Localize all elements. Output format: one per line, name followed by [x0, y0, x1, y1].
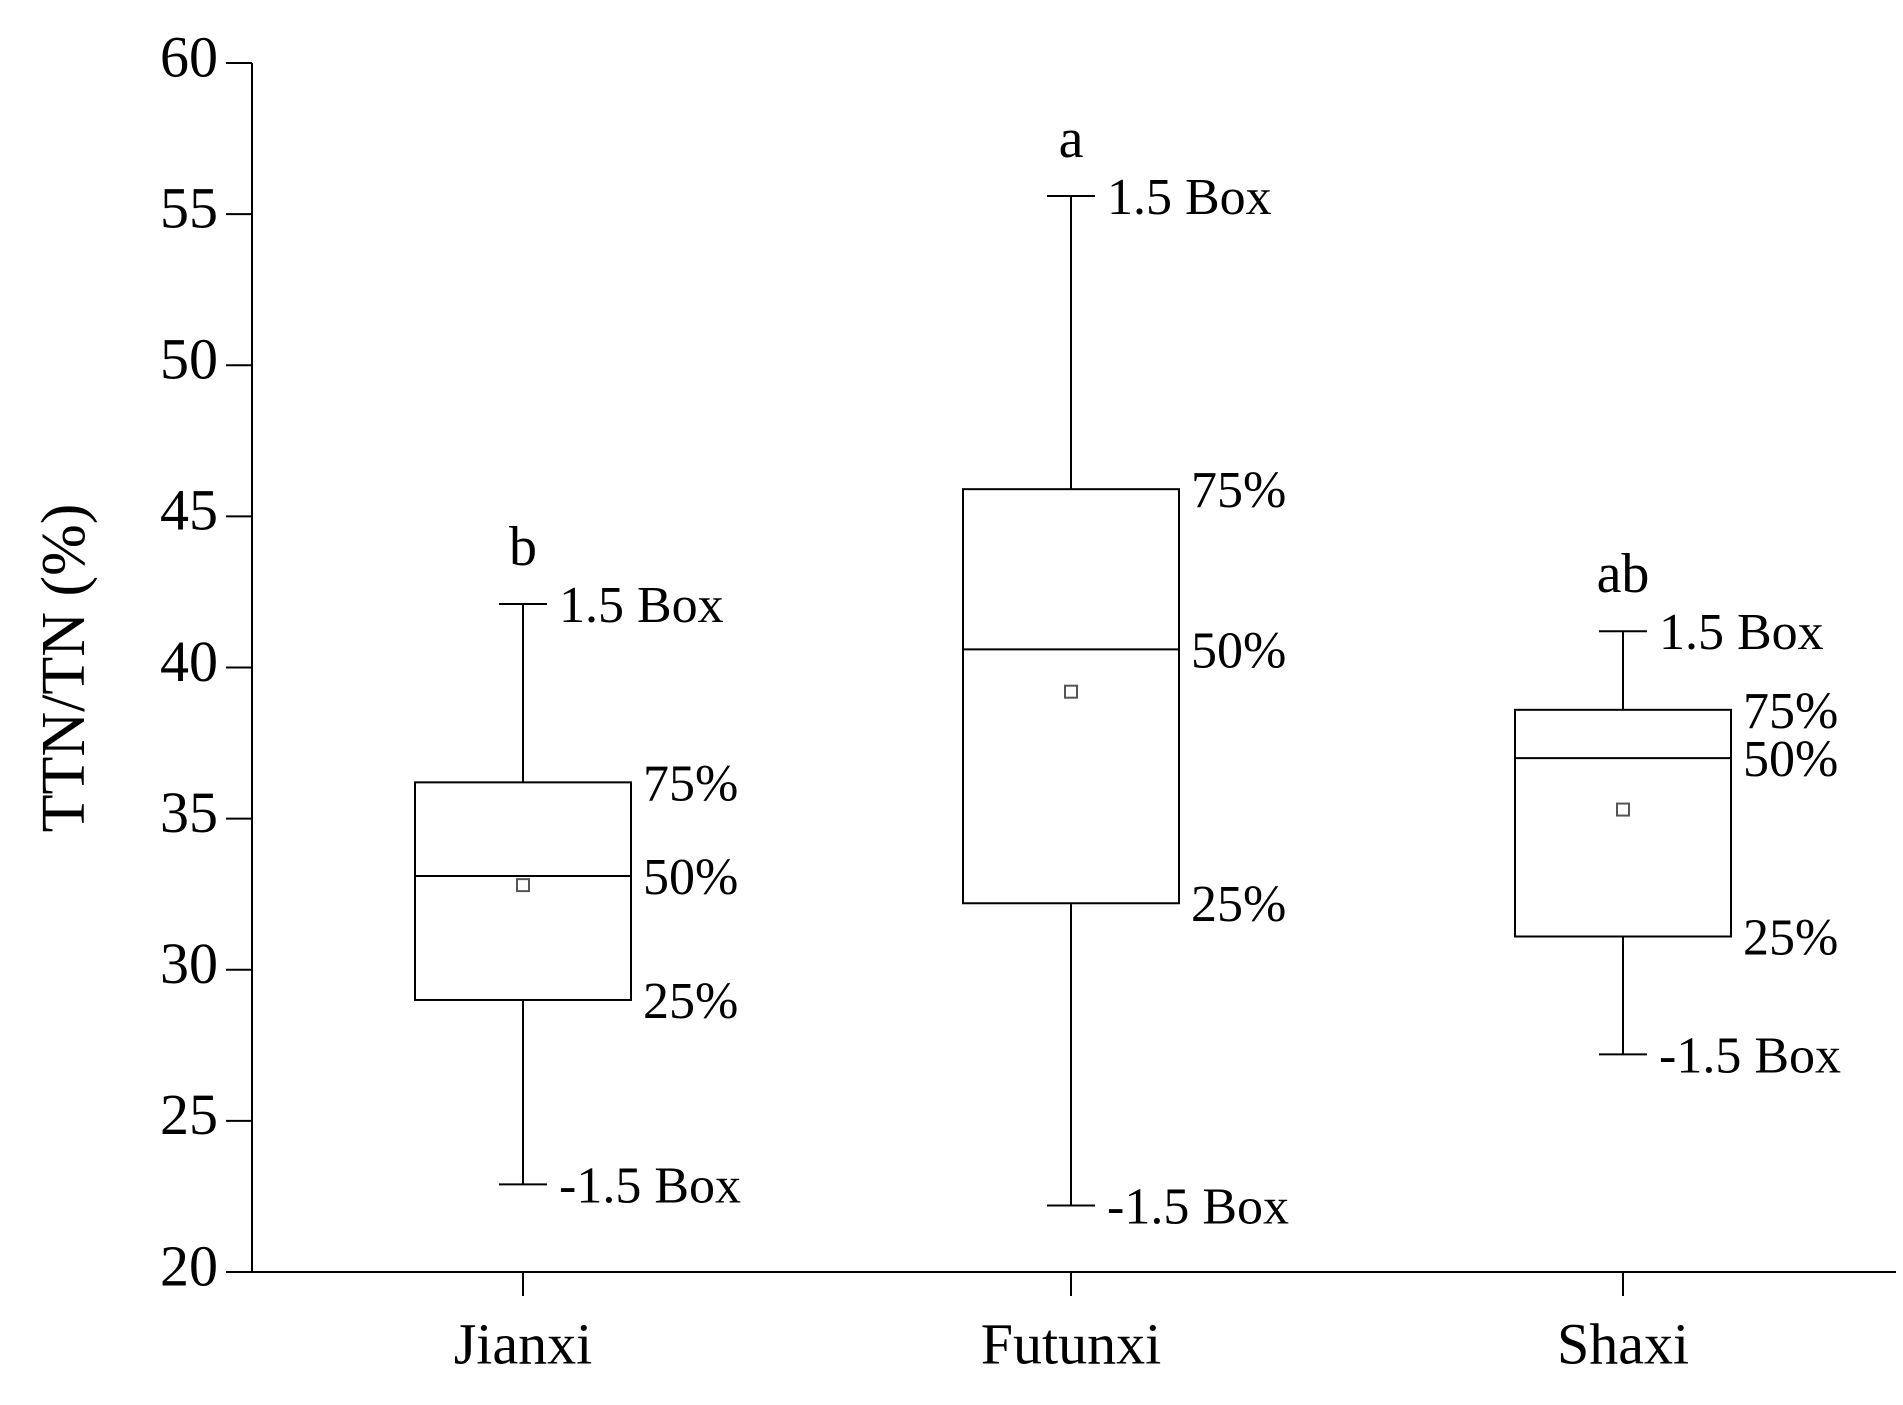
box-annotation: 75% — [643, 755, 738, 812]
box-annotation: 25% — [1191, 876, 1286, 933]
box-annotation: 75% — [1191, 462, 1286, 519]
y-tick-label: 25 — [160, 1082, 218, 1147]
y-tick-label: 55 — [160, 175, 218, 240]
box — [1514, 708, 1732, 938]
box — [414, 781, 632, 1001]
y-axis-label: TTN/TN (%) — [30, 504, 98, 833]
significance-letter: b — [509, 516, 537, 578]
significance-letter: a — [1059, 108, 1084, 170]
box-annotation: 25% — [643, 973, 738, 1030]
box-annotation: 1.5 Box — [559, 577, 724, 634]
y-tick-label: 60 — [160, 24, 218, 89]
y-tick-label: 50 — [160, 327, 218, 392]
y-tick-label: 20 — [160, 1233, 218, 1298]
box-annotation: 25% — [1743, 909, 1838, 966]
y-tick-label: 35 — [160, 780, 218, 845]
y-tick-label: 45 — [160, 478, 218, 543]
box-annotation: -1.5 Box — [1107, 1178, 1289, 1235]
mean-marker — [1064, 684, 1078, 699]
box — [962, 488, 1180, 905]
mean-marker — [516, 878, 530, 893]
y-tick-label: 40 — [160, 629, 218, 694]
x-tick-label: Jianxi — [454, 1311, 593, 1376]
mean-marker — [1616, 802, 1630, 817]
box-annotation: 1.5 Box — [1659, 604, 1824, 661]
x-tick-label: Shaxi — [1557, 1311, 1689, 1376]
box-annotation: -1.5 Box — [1659, 1027, 1841, 1084]
box-annotation: 75% — [1743, 683, 1838, 740]
box-annotation: 50% — [1743, 731, 1838, 788]
x-tick-label: Futunxi — [981, 1311, 1162, 1376]
y-tick-label: 30 — [160, 931, 218, 996]
box-annotation: 50% — [643, 849, 738, 906]
box-annotation: -1.5 Box — [559, 1157, 741, 1214]
box-annotation: 1.5 Box — [1107, 169, 1272, 226]
significance-letter: ab — [1597, 543, 1650, 605]
box-annotation: 50% — [1191, 622, 1286, 679]
